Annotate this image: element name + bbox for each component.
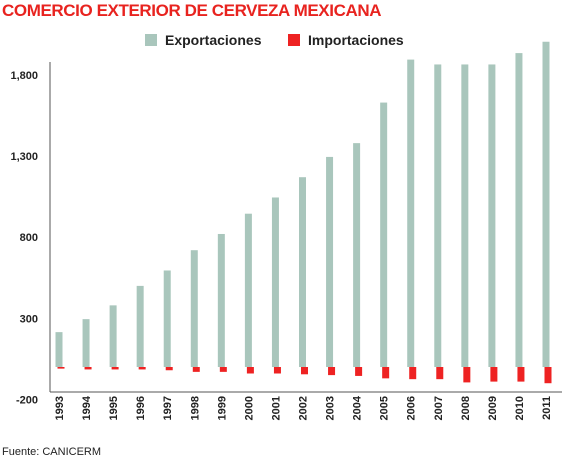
x-tick-label: 2001 [270, 396, 282, 420]
bar-importaciones [382, 367, 390, 379]
bar-exportaciones [136, 285, 144, 367]
x-tick-label: 1999 [216, 396, 228, 420]
x-tick-label: 2007 [433, 396, 445, 420]
bar-importaciones [355, 367, 363, 376]
bar-exportaciones [461, 64, 469, 367]
x-tick-label: 1994 [81, 395, 93, 420]
y-tick-label: 300 [20, 313, 38, 325]
y-tick-label: 1,300 [10, 151, 38, 163]
bar-exportaciones [271, 197, 279, 367]
legend: Exportaciones Importaciones [0, 30, 564, 50]
bar-importaciones [84, 367, 92, 370]
y-tick-label: -200 [16, 394, 38, 406]
bar-importaciones [192, 367, 200, 372]
bar-exportaciones [326, 156, 334, 367]
bar-importaciones [490, 367, 498, 382]
bar-importaciones [517, 367, 525, 382]
y-tick-label: 800 [20, 232, 38, 244]
bar-exportaciones [434, 64, 442, 367]
bar-exportaciones [109, 305, 117, 367]
x-tick-label: 2009 [487, 396, 499, 420]
bar-importaciones [165, 367, 173, 371]
x-tick-label: 1993 [54, 396, 66, 420]
x-tick-label: 2011 [541, 396, 553, 420]
bar-exportaciones [217, 233, 225, 367]
x-tick-label: 1995 [108, 396, 120, 420]
bar-importaciones [544, 367, 552, 384]
x-tick-label: 1997 [162, 396, 174, 420]
bar-importaciones [219, 367, 227, 372]
bar-exportaciones [488, 64, 496, 367]
legend-swatch-importaciones [288, 34, 300, 46]
source-note: Fuente: CANICERM [2, 446, 102, 458]
x-tick-label: 2002 [298, 396, 310, 420]
bar-exportaciones [55, 332, 63, 367]
bar-exportaciones [407, 59, 415, 367]
bar-importaciones [436, 367, 444, 380]
bar-importaciones [409, 367, 417, 380]
bar-importaciones [57, 367, 65, 369]
chart-title: COMERCIO EXTERIOR DE CERVEZA MEXICANA [2, 1, 382, 20]
bar-importaciones [138, 367, 146, 370]
legend-item-exportaciones: Exportaciones [145, 30, 261, 50]
bar-importaciones [246, 367, 254, 374]
x-tick-label: 2000 [243, 396, 255, 420]
bar-exportaciones [380, 102, 388, 368]
legend-item-importaciones: Importaciones [288, 30, 404, 50]
bar-importaciones [111, 367, 119, 370]
x-tick-label: 2008 [460, 396, 472, 420]
bar-exportaciones [299, 177, 306, 367]
bar-importaciones [328, 367, 336, 376]
bar-exportaciones [163, 270, 171, 367]
bar-exportaciones [515, 53, 523, 367]
bar-exportaciones [542, 41, 550, 367]
bar-importaciones [301, 367, 308, 375]
bar-importaciones [463, 367, 471, 383]
x-tick-label: 2005 [379, 396, 391, 420]
y-tick-label: 1,800 [10, 70, 38, 82]
bar-importaciones [273, 367, 281, 374]
x-tick-label: 2006 [406, 396, 418, 420]
x-tick-label: 1998 [189, 396, 201, 420]
x-tick-label: 2003 [325, 396, 337, 420]
x-tick-label: 2010 [514, 396, 526, 420]
legend-swatch-exportaciones [145, 34, 157, 46]
bar-exportaciones [82, 319, 90, 367]
bar-exportaciones [190, 250, 198, 367]
bar-exportaciones [353, 143, 361, 367]
x-tick-label: 2004 [352, 395, 364, 420]
x-tick-label: 1996 [135, 396, 147, 420]
legend-label-importaciones: Importaciones [308, 32, 404, 48]
bar-exportaciones [244, 213, 252, 367]
legend-label-exportaciones: Exportaciones [165, 32, 262, 48]
